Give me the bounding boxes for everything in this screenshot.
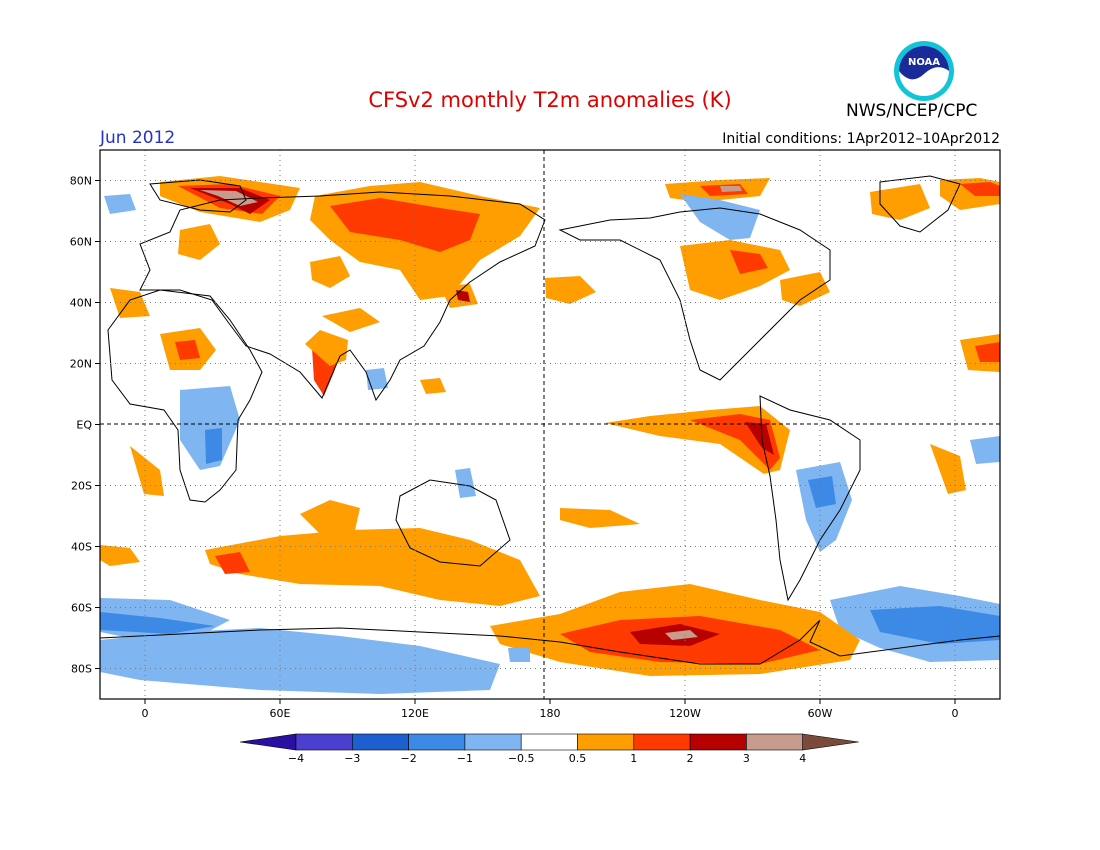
lat-tick-label: 60N bbox=[70, 236, 92, 249]
anomaly-warm-atlantic-20s bbox=[930, 444, 966, 494]
anomaly-warm-south-pacific-peak bbox=[665, 630, 698, 640]
anomaly-warm-north-america bbox=[680, 240, 790, 300]
latitude-labels: 80N 60N 40N 20N EQ 20S 40S 60S 80S bbox=[70, 175, 100, 676]
anomaly-warm-atlantic-west-20s bbox=[130, 446, 164, 496]
coast-greenland bbox=[879, 175, 961, 233]
anomaly-warm-eastern-pacific-max bbox=[745, 422, 774, 455]
lon-tick-label: 60W bbox=[808, 707, 833, 720]
anomaly-warm-central-asia bbox=[310, 256, 350, 288]
coast-greenland-west bbox=[149, 179, 247, 213]
lon-tick-label: 180 bbox=[540, 707, 561, 720]
lat-tick-label: 20S bbox=[71, 480, 92, 493]
coast-eurasia bbox=[139, 191, 546, 402]
anomaly-cold-southeast-asia bbox=[366, 368, 388, 390]
noaa-logo: NOAA bbox=[894, 41, 954, 101]
colorbar-segment bbox=[408, 733, 466, 751]
lat-tick-label: 80N bbox=[70, 175, 92, 188]
anomaly-cold-canada bbox=[680, 194, 760, 240]
anomaly-warm-north-atlantic bbox=[870, 184, 930, 220]
lat-tick-label: EQ bbox=[76, 419, 92, 432]
map-title: CFSv2 monthly T2m anomalies (K) bbox=[368, 88, 732, 112]
anomaly-cold-southern-ocean-east-core bbox=[870, 606, 1000, 644]
lat-tick-label: 40S bbox=[71, 541, 92, 554]
colorbar-segment bbox=[351, 733, 409, 751]
anomaly-cold-antarctic-peninsula bbox=[508, 648, 530, 662]
coast-south-america bbox=[759, 395, 861, 602]
lon-tick-label: 120E bbox=[401, 707, 429, 720]
anomaly-warm-india-halo bbox=[305, 330, 348, 366]
colorbar-label: −3 bbox=[344, 752, 360, 765]
map-plot-area bbox=[100, 150, 1000, 699]
anomaly-cold-europe-north bbox=[104, 194, 136, 214]
anomaly-cold-atlantic-east bbox=[970, 436, 1000, 464]
colorbar-label: 3 bbox=[743, 752, 750, 765]
colorbar-label: −1 bbox=[457, 752, 473, 765]
anomaly-cold-indonesia bbox=[455, 468, 476, 498]
organization-label: NWS/NCEP/CPC bbox=[846, 101, 978, 121]
colorbar: −4 −3 −2 −1 −0.5 0.5 1 2 3 4 bbox=[239, 733, 859, 765]
lat-tick-label: 80S bbox=[71, 663, 92, 676]
logo-text: NOAA bbox=[908, 57, 940, 68]
colorbar-arrow-low bbox=[239, 733, 297, 751]
anomaly-warm-north-pacific bbox=[545, 276, 596, 304]
lat-lon-grid bbox=[100, 150, 1000, 699]
anomaly-cold-antarctic-east bbox=[100, 628, 500, 694]
longitude-labels: 0 60E 120E 180 120W 60W 0 bbox=[142, 699, 959, 720]
anomaly-warm-siberia-core bbox=[330, 198, 480, 252]
anomaly-cold-southern-ocean-west-core bbox=[100, 612, 215, 634]
anomaly-cold-africa bbox=[180, 386, 240, 470]
anomaly-warm-europe-arctic-core bbox=[960, 182, 1000, 196]
colorbar-label: 0.5 bbox=[569, 752, 587, 765]
lon-tick-label: 120W bbox=[669, 707, 701, 720]
anomaly-warm-south-atlantic bbox=[100, 545, 140, 566]
anomaly-warm-japan-core bbox=[456, 290, 470, 302]
colorbar-label: 1 bbox=[630, 752, 637, 765]
colorbar-segment bbox=[577, 733, 635, 751]
anomaly-cold-africa-core bbox=[205, 428, 222, 464]
colorbar-segment bbox=[520, 733, 578, 751]
colorbar-label: 2 bbox=[687, 752, 694, 765]
colorbar-label: −0.5 bbox=[508, 752, 535, 765]
coast-north-america bbox=[558, 207, 831, 381]
coast-africa bbox=[107, 289, 263, 503]
forecast-month: Jun 2012 bbox=[100, 128, 176, 148]
anomaly-warm-australia-north bbox=[420, 378, 446, 394]
colorbar-segment bbox=[746, 733, 804, 751]
lat-tick-label: 20N bbox=[70, 358, 92, 371]
lat-tick-label: 40N bbox=[70, 297, 92, 310]
anomaly-warm-south-indian bbox=[205, 528, 540, 606]
colorbar-label: 4 bbox=[799, 752, 806, 765]
anomaly-warm-arctic-canada-peak bbox=[720, 186, 742, 192]
coast-antarctica bbox=[100, 619, 1000, 665]
anomaly-warm-north-america-core bbox=[730, 250, 768, 274]
lon-tick-label: 60E bbox=[270, 707, 291, 720]
coast-australia bbox=[395, 479, 511, 567]
anomaly-warm-mongolia bbox=[322, 308, 380, 332]
anomaly-warm-south-indian-east bbox=[560, 508, 640, 528]
anomaly-warm-south-indian-core bbox=[215, 552, 250, 574]
lat-tick-label: 60S bbox=[71, 602, 92, 615]
colorbar-segment bbox=[689, 733, 747, 751]
anomaly-warm-europe bbox=[178, 224, 220, 260]
anomaly-warm-atlantic-20n-core bbox=[975, 342, 1000, 362]
colorbar-arrow-high bbox=[802, 733, 859, 751]
anomaly-cold-south-america-core bbox=[808, 476, 836, 508]
colorbar-segment bbox=[633, 733, 691, 751]
initial-conditions: Initial conditions: 1Apr2012–10Apr2012 bbox=[722, 131, 1000, 147]
colorbar-segment bbox=[295, 733, 353, 751]
colorbar-label: −4 bbox=[288, 752, 304, 765]
anomaly-warm-northeast-america bbox=[780, 272, 830, 306]
coastlines bbox=[100, 175, 1000, 665]
colorbar-segment bbox=[464, 733, 522, 751]
colorbar-label: −2 bbox=[400, 752, 416, 765]
lon-tick-label: 0 bbox=[952, 707, 959, 720]
lon-tick-label: 0 bbox=[142, 707, 149, 720]
anomaly-warm-arabia-core bbox=[175, 340, 200, 360]
anomaly-warm-south-central bbox=[300, 500, 360, 534]
